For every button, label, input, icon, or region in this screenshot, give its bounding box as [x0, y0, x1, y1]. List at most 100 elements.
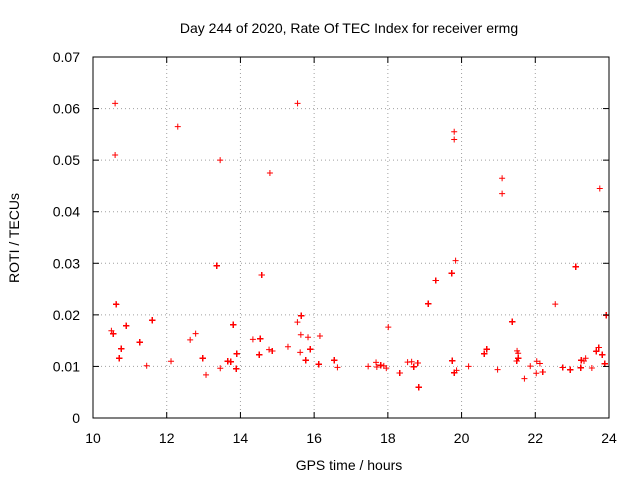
data-point: [112, 100, 119, 107]
data-point: [217, 157, 224, 164]
x-tick-label: 18: [380, 430, 396, 446]
data-point: [577, 364, 584, 371]
data-point: [373, 359, 380, 366]
data-point: [266, 170, 273, 177]
data-point: [581, 358, 587, 365]
data-point: [465, 363, 472, 370]
data-point: [380, 362, 387, 369]
data-point: [298, 312, 305, 319]
data-point: [108, 327, 115, 334]
y-tick-label: 0.07: [53, 49, 80, 65]
data-point: [410, 363, 417, 370]
data-point: [284, 343, 291, 350]
data-point: [513, 358, 520, 365]
data-point: [572, 263, 579, 270]
x-tick-label: 14: [233, 430, 249, 446]
data-point: [385, 324, 392, 331]
data-point: [233, 365, 240, 372]
data-point: [415, 384, 422, 391]
data-point: [136, 339, 143, 346]
data-point: [481, 350, 488, 357]
data-point: [302, 357, 309, 364]
data-point: [230, 321, 237, 328]
data-point: [559, 364, 566, 371]
data-point: [536, 360, 543, 367]
data-point: [297, 349, 304, 356]
data-point: [113, 301, 120, 308]
data-point: [257, 335, 264, 342]
data-point: [451, 369, 458, 376]
data-point: [297, 331, 304, 338]
data-point: [578, 357, 585, 364]
tick-marks: [92, 56, 610, 419]
x-axis-label: GPS time / hours: [296, 457, 403, 473]
data-point: [449, 357, 456, 364]
data-point: [595, 344, 602, 351]
y-tick-label: 0.03: [53, 255, 80, 271]
data-point: [315, 361, 322, 368]
data-point: [593, 348, 600, 355]
data-point: [224, 358, 231, 365]
y-tick-label: 0: [72, 410, 80, 426]
grid-layer: [93, 57, 609, 418]
x-tick-label: 12: [159, 430, 175, 446]
data-point: [451, 136, 458, 143]
data-point: [149, 317, 156, 324]
data-point: [527, 363, 534, 370]
data-point: [174, 123, 181, 130]
data-point: [365, 363, 372, 370]
data-point: [294, 319, 301, 326]
data-point: [599, 351, 606, 358]
data-point: [110, 330, 117, 337]
data-point: [533, 370, 540, 377]
data-points: [108, 100, 610, 391]
data-point: [425, 300, 432, 307]
y-axis-label: ROTI / TECUs: [6, 193, 22, 283]
data-point: [515, 350, 522, 357]
x-tick-label: 22: [527, 430, 543, 446]
y-tick-label: 0.06: [53, 101, 80, 117]
data-point: [316, 332, 323, 339]
data-point: [451, 128, 458, 135]
data-point: [118, 345, 125, 352]
data-point: [373, 364, 380, 371]
data-point: [596, 185, 603, 192]
data-point: [494, 366, 501, 373]
y-tick-label: 0.05: [53, 152, 80, 168]
data-point: [258, 271, 265, 278]
data-point: [143, 362, 150, 369]
data-point: [294, 100, 301, 107]
data-point: [305, 334, 312, 341]
y-tick-labels: 0 0.01 0.02 0.03 0.04 0.05 0.06 0.07: [53, 49, 80, 426]
x-tick-label: 10: [85, 430, 101, 446]
y-tick-label: 0.01: [53, 358, 80, 374]
data-point: [432, 277, 439, 284]
data-point: [266, 346, 273, 353]
data-point: [521, 375, 528, 382]
data-point: [199, 355, 206, 362]
data-point: [448, 270, 455, 277]
data-point: [588, 365, 595, 372]
data-point: [404, 359, 411, 366]
data-point: [509, 318, 516, 325]
data-point: [307, 346, 314, 353]
data-point: [227, 358, 234, 365]
chart-title: Day 244 of 2020, Rate Of TEC Index for r…: [180, 20, 518, 36]
data-point: [452, 257, 459, 264]
data-point: [414, 360, 421, 367]
data-point: [192, 330, 199, 337]
data-point: [331, 357, 338, 364]
data-point: [249, 336, 256, 343]
data-point: [256, 351, 263, 358]
x-tick-labels: 10 12 14 16 18 20 22 24: [85, 430, 617, 446]
plot-frame: [92, 56, 610, 419]
data-point: [483, 346, 490, 353]
data-point: [601, 360, 608, 367]
data-point: [499, 175, 506, 182]
data-point: [515, 355, 522, 362]
data-point: [116, 355, 123, 362]
data-point: [334, 364, 341, 371]
data-point: [112, 151, 119, 158]
data-point: [213, 262, 220, 269]
